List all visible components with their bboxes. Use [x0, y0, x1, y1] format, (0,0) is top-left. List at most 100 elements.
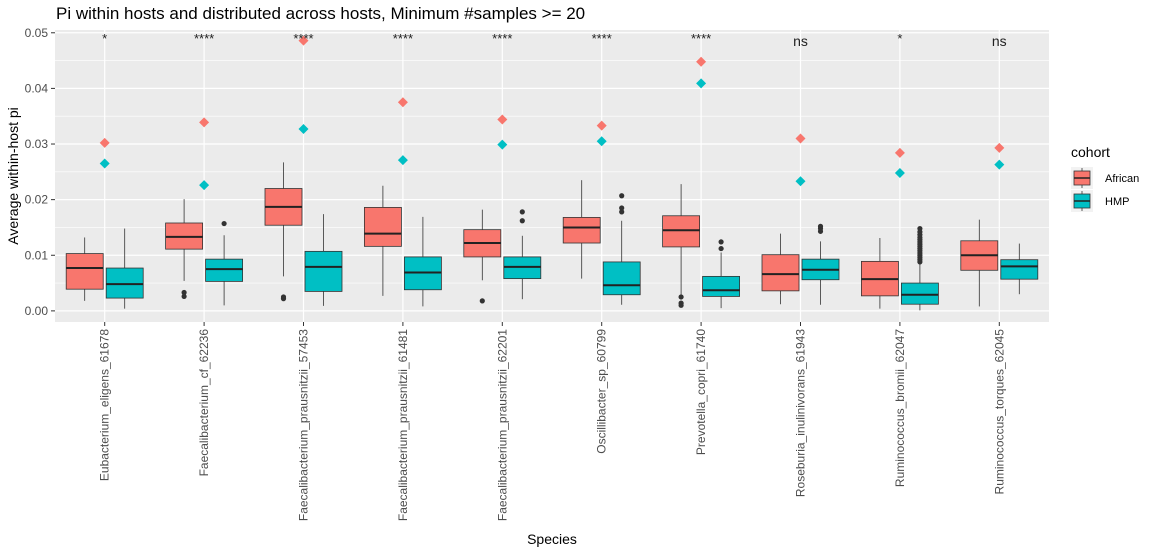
mean-marker-african	[497, 114, 508, 125]
outlier-point	[619, 205, 625, 211]
box-hmp	[503, 209, 542, 300]
x-tick-label: Ruminococcus_bromii_62047	[893, 329, 907, 487]
outlier-point	[917, 225, 923, 232]
box-hmp	[403, 216, 442, 307]
y-tick-label: 0.04	[25, 81, 49, 95]
box-hmp	[1000, 243, 1039, 295]
outlier-point	[221, 220, 227, 227]
x-tick-label: Prevotella_copri_61740	[694, 329, 708, 455]
mean-marker-hmp	[497, 139, 508, 150]
y-axis: 0.00 0.01 0.02 0.03 0.04 0.05	[25, 26, 55, 318]
mean-marker-hmp	[894, 167, 905, 178]
mean-marker-hmp	[596, 136, 607, 147]
mean-marker-hmp	[99, 158, 110, 169]
box-body	[105, 267, 144, 299]
x-tick-label: Faecalibacterium_prausnitzii_62201	[495, 329, 509, 521]
mean-marker-african	[397, 97, 408, 108]
outlier-point	[280, 296, 287, 302]
outlier-point	[678, 302, 684, 308]
box-african	[562, 180, 601, 279]
significance-label: ****	[194, 31, 214, 46]
x-axis: Eubacterium_eligens_61678 Faecalibacteriu…	[98, 322, 1006, 521]
mean-markers	[99, 35, 1005, 191]
box-series	[65, 162, 1039, 311]
box-body	[1000, 259, 1039, 280]
outlier-point	[181, 289, 187, 296]
significance-label: *	[897, 31, 902, 46]
y-axis-label: Average within-host pi	[5, 107, 21, 244]
box-body	[205, 258, 244, 282]
outlier-point	[817, 223, 824, 229]
box-body	[602, 261, 641, 296]
box-body	[562, 217, 601, 244]
box-african	[761, 233, 800, 305]
box-hmp	[901, 225, 939, 311]
box-body	[304, 250, 343, 292]
mean-marker-hmp	[397, 155, 408, 166]
box-body	[363, 207, 402, 247]
x-tick-label: Oscillibacter_sp_60799	[595, 329, 609, 454]
legend: cohort African HMP	[1071, 144, 1139, 212]
legend-label: African	[1105, 173, 1139, 185]
significance-label: ****	[393, 31, 413, 46]
mean-marker-hmp	[298, 124, 309, 135]
box-body	[702, 275, 740, 297]
mean-marker-hmp	[795, 176, 806, 187]
box-hmp	[205, 220, 244, 306]
box-body	[761, 254, 800, 292]
significance-label: *	[102, 31, 107, 46]
x-tick-label: Faecalibacterium_cf_62236	[197, 329, 211, 477]
mean-marker-african	[596, 120, 607, 131]
x-tick-label: Ruminococcus_torques_62045	[992, 329, 1006, 495]
outlier-point	[519, 218, 525, 224]
mean-marker-african	[994, 142, 1005, 153]
chart-title: Pi within hosts and distributed across h…	[56, 4, 586, 23]
x-tick-label: Faecalibacterium_prausnitzii_57453	[297, 329, 311, 521]
box-hmp	[304, 214, 343, 306]
mean-marker-hmp	[994, 159, 1005, 170]
significance-label: ****	[492, 31, 512, 46]
significance-label: ****	[592, 31, 612, 46]
outlier-point	[619, 193, 625, 199]
x-tick-label: Roseburia_inulinivorans_61943	[794, 329, 808, 497]
y-tick-label: 0.00	[25, 304, 49, 318]
box-african	[960, 219, 999, 307]
box-african	[463, 209, 502, 304]
box-african	[264, 162, 303, 302]
significance-label: ns	[992, 33, 1007, 49]
box-body	[662, 215, 700, 248]
box-hmp	[105, 228, 144, 309]
mean-marker-african	[199, 117, 210, 128]
outlier-point	[718, 239, 724, 245]
box-body	[65, 253, 104, 290]
mean-marker-african	[298, 35, 309, 46]
outlier-point	[181, 293, 187, 300]
grid-lines	[55, 30, 1049, 322]
significance-label: ****	[293, 31, 313, 46]
outlier-point	[619, 209, 625, 215]
outlier-point	[519, 209, 525, 215]
legend-label: HMP	[1105, 196, 1129, 208]
outlier-point	[718, 245, 724, 252]
box-african	[165, 199, 204, 300]
significance-label: ****	[691, 31, 711, 46]
y-tick-label: 0.02	[25, 193, 49, 207]
x-axis-label: Species	[527, 531, 577, 547]
legend-item-african: African	[1071, 167, 1139, 189]
significance-labels: * **** **** **** **** **** **** ns * ns	[102, 31, 1007, 49]
significance-label: ns	[793, 33, 808, 49]
box-african	[662, 184, 700, 308]
mean-marker-african	[696, 56, 707, 67]
box-body	[901, 282, 939, 305]
mean-marker-african	[99, 137, 110, 148]
mean-marker-hmp	[199, 180, 210, 191]
legend-item-hmp: HMP	[1071, 190, 1129, 212]
y-tick-label: 0.05	[25, 26, 49, 40]
x-tick-label: Faecalibacterium_prausnitzii_61481	[396, 329, 410, 521]
y-tick-label: 0.03	[25, 137, 49, 151]
y-tick-label: 0.01	[25, 248, 49, 262]
box-hmp	[602, 193, 641, 305]
box-hmp	[702, 239, 740, 309]
outlier-point	[479, 298, 485, 304]
